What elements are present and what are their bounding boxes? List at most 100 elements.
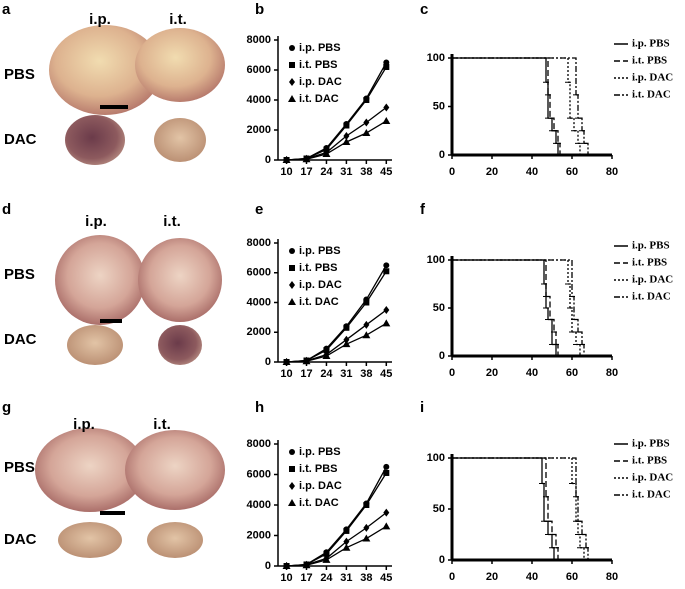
row-label: PBS <box>4 66 35 83</box>
survival-step <box>452 259 545 284</box>
y-tick-label: 0 <box>439 350 445 362</box>
x-tick-label: 0 <box>449 166 455 178</box>
survival-step <box>582 533 587 548</box>
survival-step <box>548 117 553 131</box>
x-tick-label: 45 <box>380 368 392 380</box>
survival-step <box>548 520 553 535</box>
y-tick-label: 0 <box>265 154 271 166</box>
survival-step <box>574 130 579 144</box>
y-tick-label: 0 <box>439 149 445 161</box>
row-label: PBS <box>4 459 35 476</box>
y-tick-label: 2000 <box>247 326 271 338</box>
x-tick-label: 80 <box>606 367 618 379</box>
x-tick-label: 31 <box>340 572 352 584</box>
x-tick-label: 45 <box>380 166 392 178</box>
survival-step <box>586 547 589 560</box>
scale-bar <box>100 319 122 323</box>
series-line <box>286 106 387 161</box>
marker <box>363 118 370 127</box>
y-tick-label: 4000 <box>247 499 271 511</box>
survival-step <box>546 81 549 119</box>
marker <box>342 138 351 145</box>
survival-step <box>578 331 583 345</box>
marker <box>362 331 371 339</box>
y-tick-label: 2000 <box>247 124 271 136</box>
x-tick-label: 38 <box>360 166 372 178</box>
panel-letter: h <box>255 399 264 416</box>
survival-step <box>546 496 549 522</box>
column-label: i.t. <box>163 213 181 230</box>
column-label: i.t. <box>153 416 171 433</box>
x-tick-label: 60 <box>566 367 578 379</box>
y-tick-label: 8000 <box>247 237 271 249</box>
tumor-photo <box>125 430 225 510</box>
survival-step <box>552 130 557 144</box>
x-tick-label: 80 <box>606 571 618 583</box>
survival-step <box>556 547 559 560</box>
survival-step <box>542 482 545 522</box>
y-tick-label: 0 <box>439 554 445 566</box>
tumor-photo <box>158 325 202 365</box>
marker <box>302 357 311 365</box>
survival-step <box>576 520 579 535</box>
tumor-photo <box>138 238 222 322</box>
survival-step <box>556 343 559 356</box>
marker <box>288 499 296 506</box>
legend-label: i.p. DAC <box>632 274 673 286</box>
survival-step <box>452 457 573 484</box>
marker <box>383 64 390 70</box>
survival-step <box>582 343 585 356</box>
x-tick-label: 20 <box>486 367 498 379</box>
tumor-photo <box>49 25 161 115</box>
tumor-photo <box>135 28 225 102</box>
marker <box>289 62 295 68</box>
panel-letter: g <box>2 399 11 416</box>
panel-letter: i <box>420 399 424 416</box>
survival-step <box>576 94 579 119</box>
marker <box>289 248 295 254</box>
marker <box>363 320 370 329</box>
marker <box>343 132 350 140</box>
marker <box>343 527 350 534</box>
tumor-photo <box>55 235 145 325</box>
survival-step <box>544 520 549 535</box>
survival-step <box>452 57 569 83</box>
legend-label: i.t. PBS <box>299 59 338 71</box>
legend-label: i.t. DAC <box>632 89 671 101</box>
marker <box>289 482 295 490</box>
panel-letter: a <box>2 1 11 18</box>
survival-step <box>452 57 577 95</box>
legend-label: i.t. PBS <box>632 455 667 467</box>
marker <box>383 103 390 112</box>
survival-step <box>552 547 555 560</box>
marker <box>323 550 330 557</box>
marker <box>383 268 390 275</box>
legend-label: i.t. PBS <box>299 262 338 274</box>
marker <box>382 117 391 124</box>
legend-label: i.p. DAC <box>299 76 342 88</box>
y-tick-label: 0 <box>265 356 271 368</box>
marker <box>343 537 350 546</box>
photo-group <box>35 25 225 558</box>
marker <box>302 561 311 569</box>
legend-label: i.t. PBS <box>299 463 338 475</box>
survival-step <box>546 307 549 320</box>
y-tick-label: 4000 <box>247 94 271 106</box>
x-tick-label: 24 <box>320 166 333 178</box>
marker <box>362 129 371 136</box>
survival-step <box>570 117 575 131</box>
series-line <box>286 120 387 161</box>
x-tick-label: 10 <box>280 572 292 584</box>
x-tick-label: 0 <box>449 571 455 583</box>
survival-step <box>556 142 559 155</box>
y-tick-label: 100 <box>427 452 445 464</box>
y-tick-label: 50 <box>433 302 445 314</box>
survival-step <box>552 343 557 356</box>
marker <box>383 305 390 314</box>
x-tick-label: 60 <box>566 571 578 583</box>
legend-label: i.p. DAC <box>632 472 673 484</box>
survival-step <box>582 130 585 144</box>
tumor-photo <box>154 118 206 162</box>
marker <box>383 508 390 517</box>
